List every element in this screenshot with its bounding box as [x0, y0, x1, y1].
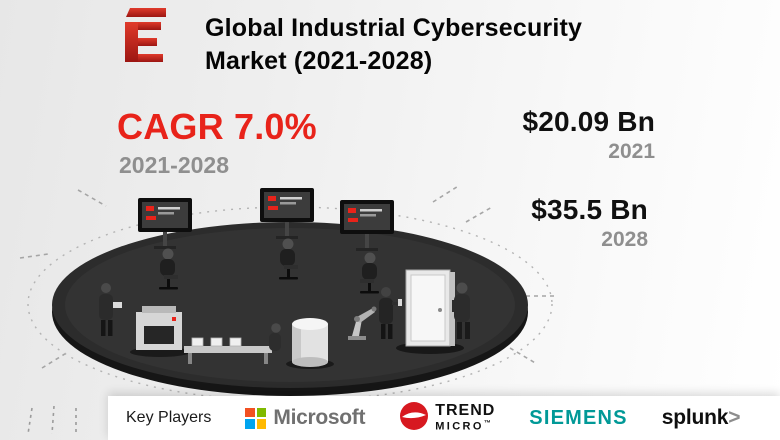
page-title: Global Industrial Cybersecurity Market (…	[205, 12, 582, 78]
microsoft-wordmark: Microsoft	[273, 406, 366, 429]
market-value-2028: $35.5 Bn	[531, 194, 648, 225]
market-year-2021: 2021	[608, 140, 655, 163]
title-line-2: Market (2021-2028)	[205, 47, 433, 75]
key-players-bar: Key Players Microsoft TREND MICRO™ SIEME…	[108, 396, 780, 440]
industrial-control-room-illustration	[18, 176, 563, 408]
storage-tank	[286, 318, 334, 369]
microsoft-window-icon	[245, 407, 267, 429]
trend-micro-logo: TREND MICRO™	[399, 401, 495, 436]
cagr-value: CAGR 7.0%	[117, 106, 317, 147]
expert-market-research-logo-icon	[118, 8, 170, 64]
workstation-monitor-right	[340, 200, 394, 251]
seated-operator-right	[360, 252, 379, 294]
market-value-2021: $20.09 Bn	[522, 106, 655, 137]
dashed-rays	[19, 184, 558, 369]
workstation-monitor-left	[138, 198, 192, 249]
dashed-corner-decoration	[20, 404, 100, 438]
trademark-symbol: ™	[483, 420, 491, 428]
market-value-2021-block: $20.09 Bn 2021	[522, 106, 655, 164]
splunk-logo: splunk>	[661, 406, 741, 429]
robot-arm	[348, 306, 377, 340]
conveyor-worker	[269, 323, 281, 351]
person-at-door	[452, 282, 470, 339]
market-value-2028-block: $35.5 Bn 2028	[531, 194, 648, 252]
splunk-chevron-icon: >	[728, 406, 741, 429]
standing-person-tablet	[99, 283, 122, 336]
siemens-logo: SIEMENS	[529, 406, 628, 429]
trend-micro-wordmark: TREND MICRO™	[435, 402, 496, 433]
standing-person-phone	[379, 287, 402, 339]
market-year-2028: 2028	[601, 228, 648, 251]
title-line-1: Global Industrial Cybersecurity	[205, 14, 583, 42]
key-players-label: Key Players	[126, 409, 212, 426]
cagr-period: 2021-2028	[119, 152, 229, 178]
press-machine	[130, 306, 190, 357]
seated-operator-center	[279, 238, 298, 280]
workstation-monitor-center	[260, 188, 314, 239]
microsoft-logo: Microsoft	[245, 406, 365, 430]
trend-micro-ball-icon	[399, 401, 429, 436]
conveyor-belt	[184, 337, 272, 364]
seated-operator-left	[159, 248, 178, 290]
